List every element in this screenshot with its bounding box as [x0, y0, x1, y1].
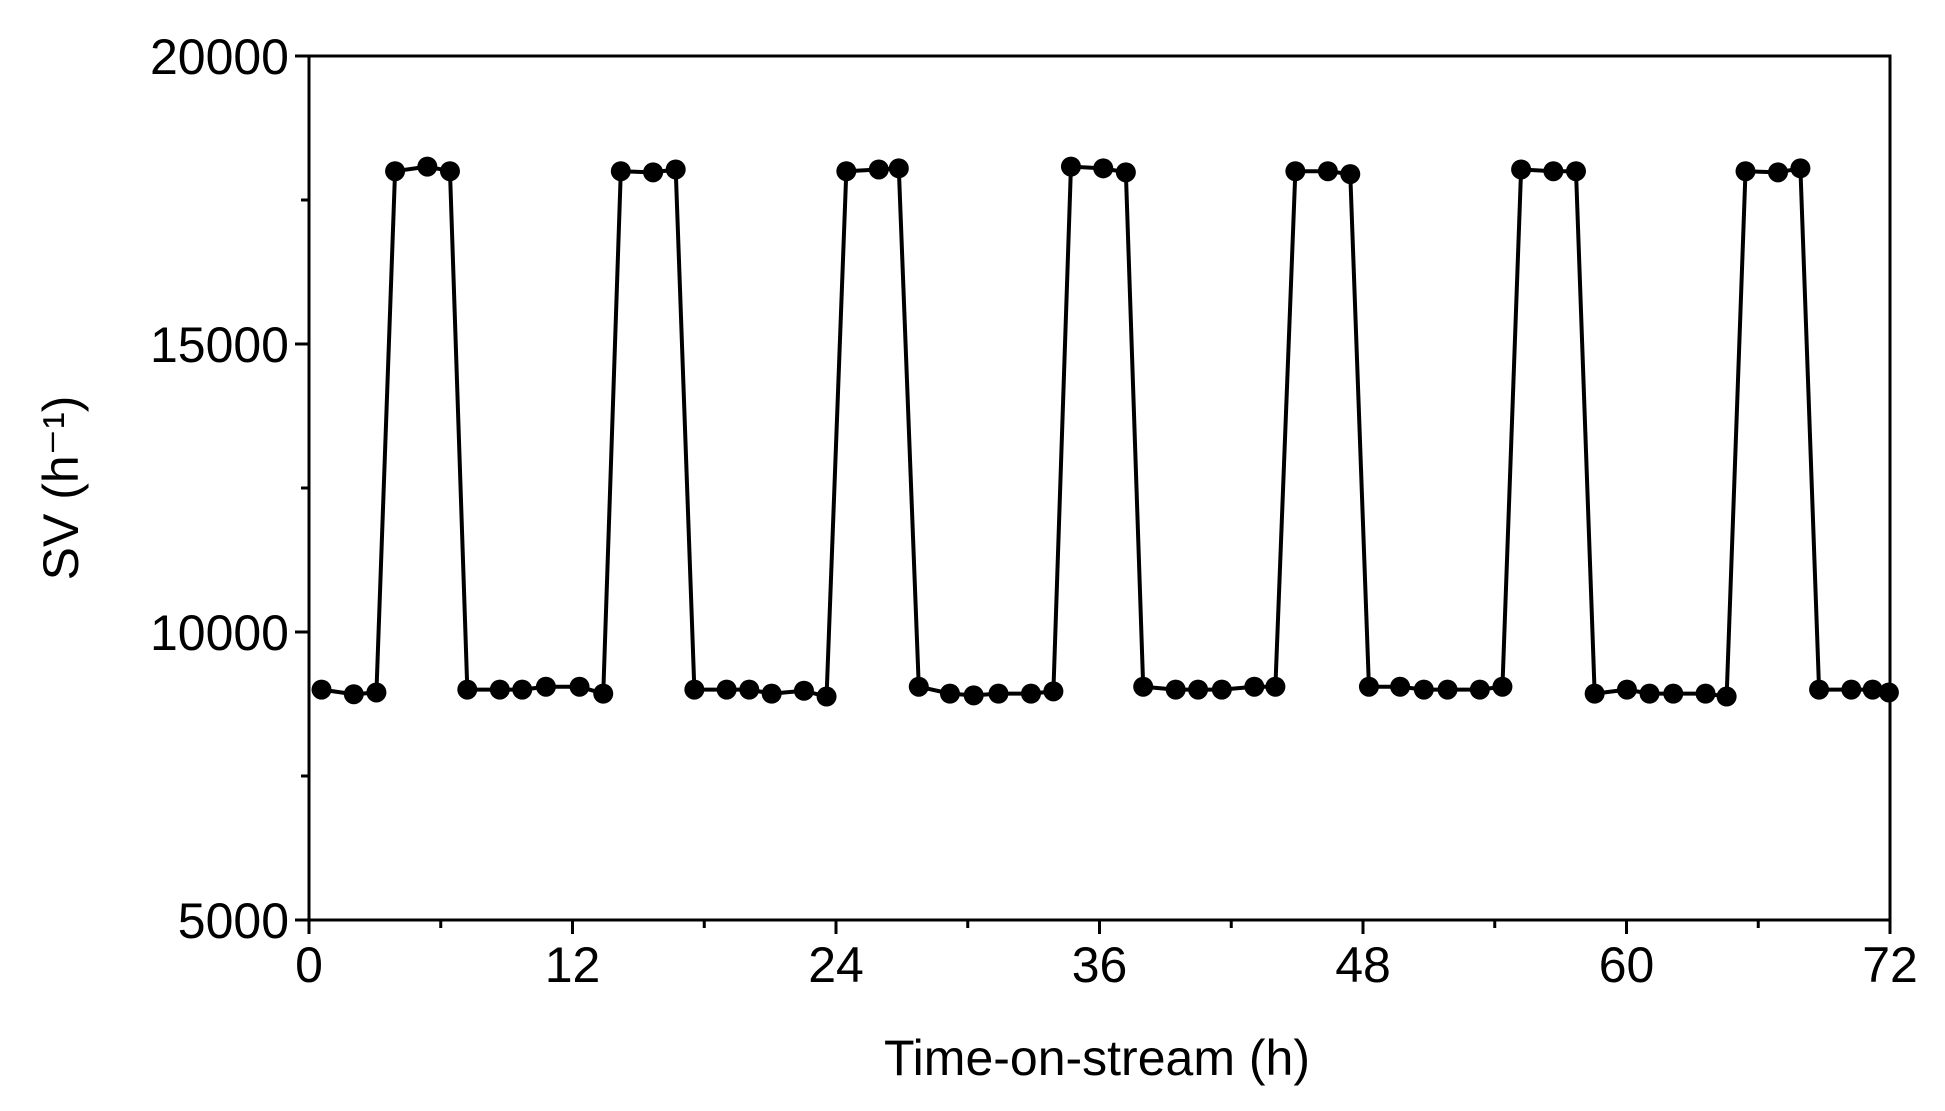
- data-point: [1511, 159, 1532, 180]
- data-point: [1878, 682, 1899, 703]
- x-axis-label: Time-on-stream (h): [884, 1030, 1310, 1086]
- data-point: [1584, 683, 1605, 704]
- data-point: [816, 686, 837, 707]
- y-axis-label: SV (h⁻¹): [33, 396, 89, 581]
- data-point: [1616, 679, 1637, 700]
- y-tick-label: 5000: [178, 893, 289, 949]
- data-point: [343, 684, 364, 705]
- data-point: [569, 676, 590, 697]
- data-point: [457, 679, 478, 700]
- data-point: [684, 679, 705, 700]
- x-tick-label: 72: [1862, 937, 1918, 993]
- data-point: [593, 683, 614, 704]
- series-line: [321, 164, 1890, 699]
- data-point: [1060, 156, 1081, 177]
- data-point: [1020, 683, 1041, 704]
- data-point: [1317, 161, 1338, 182]
- data-point: [793, 680, 814, 701]
- y-tick-label: 15000: [150, 317, 289, 373]
- data-point: [1543, 161, 1564, 182]
- data-point: [1115, 162, 1136, 183]
- data-point: [1768, 162, 1789, 183]
- data-point: [512, 679, 533, 700]
- data-point: [1735, 161, 1756, 182]
- data-point: [1043, 681, 1064, 702]
- plot-frame: [307, 54, 1892, 922]
- data-point: [311, 679, 332, 700]
- data-point: [1716, 686, 1737, 707]
- data-point: [643, 162, 664, 183]
- data-point: [1841, 679, 1862, 700]
- data-point: [1390, 676, 1411, 697]
- data-point: [535, 676, 556, 697]
- data-point: [1565, 161, 1586, 182]
- x-tick-label: 36: [1072, 937, 1128, 993]
- data-point: [739, 679, 760, 700]
- data-point: [1469, 679, 1490, 700]
- data-point: [439, 161, 460, 182]
- data-point: [1133, 676, 1154, 697]
- data-point: [868, 159, 889, 180]
- data-point: [1188, 679, 1209, 700]
- data-point: [716, 679, 737, 700]
- x-tick-label: 48: [1335, 937, 1391, 993]
- data-point: [1639, 683, 1660, 704]
- x-tick-label: 60: [1599, 937, 1655, 993]
- data-point: [385, 161, 406, 182]
- data-point: [1695, 683, 1716, 704]
- data-point: [366, 682, 387, 703]
- data-point: [1211, 679, 1232, 700]
- data-point: [1093, 158, 1114, 179]
- data-point: [610, 161, 631, 182]
- data-point: [1285, 161, 1306, 182]
- data-point: [665, 159, 686, 180]
- data-point: [1809, 679, 1830, 700]
- data-point: [1437, 679, 1458, 700]
- x-tick-label: 24: [808, 937, 864, 993]
- y-tick-label: 10000: [150, 605, 289, 661]
- y-tick-label: 20000: [150, 29, 289, 85]
- data-point: [761, 683, 782, 704]
- data-point: [1413, 679, 1434, 700]
- data-point: [1340, 164, 1361, 185]
- data-point: [1790, 158, 1811, 179]
- data-point: [1663, 683, 1684, 704]
- data-point: [1165, 679, 1186, 700]
- data-point: [417, 156, 438, 177]
- data-point: [908, 676, 929, 697]
- data-point: [963, 685, 984, 706]
- x-tick-label: 12: [545, 937, 601, 993]
- data-point: [988, 683, 1009, 704]
- data-point: [1358, 676, 1379, 697]
- data-point: [1492, 676, 1513, 697]
- data-point: [1265, 676, 1286, 697]
- x-tick-label: 0: [295, 937, 323, 993]
- data-point: [939, 683, 960, 704]
- data-point: [888, 158, 909, 179]
- data-point: [836, 161, 857, 182]
- data-point: [1862, 679, 1883, 700]
- data-point: [1244, 676, 1265, 697]
- data-point: [489, 679, 510, 700]
